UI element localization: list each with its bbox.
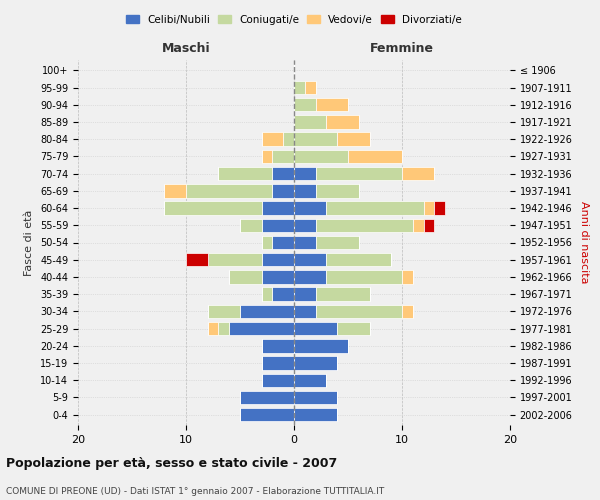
Bar bbox=[262, 202, 294, 215]
Bar bbox=[294, 288, 316, 301]
Bar bbox=[272, 184, 294, 198]
Bar bbox=[294, 132, 337, 146]
Bar bbox=[316, 98, 348, 112]
Bar bbox=[294, 236, 316, 249]
Bar bbox=[218, 167, 272, 180]
Bar bbox=[294, 374, 326, 387]
Bar bbox=[164, 202, 262, 215]
Text: Femmine: Femmine bbox=[370, 42, 434, 55]
Bar bbox=[294, 150, 348, 163]
Bar bbox=[402, 304, 413, 318]
Bar bbox=[294, 322, 337, 336]
Bar bbox=[294, 339, 348, 352]
Y-axis label: Fasce di età: Fasce di età bbox=[25, 210, 34, 276]
Bar bbox=[208, 304, 240, 318]
Bar bbox=[262, 150, 272, 163]
Bar bbox=[294, 218, 316, 232]
Bar bbox=[316, 167, 402, 180]
Bar bbox=[186, 253, 208, 266]
Bar bbox=[294, 270, 326, 283]
Bar bbox=[337, 322, 370, 336]
Bar bbox=[240, 304, 294, 318]
Bar bbox=[424, 218, 434, 232]
Bar bbox=[218, 322, 229, 336]
Bar bbox=[208, 253, 262, 266]
Bar bbox=[294, 202, 326, 215]
Bar bbox=[326, 270, 402, 283]
Text: Popolazione per età, sesso e stato civile - 2007: Popolazione per età, sesso e stato civil… bbox=[6, 458, 337, 470]
Bar bbox=[305, 81, 316, 94]
Bar bbox=[326, 253, 391, 266]
Bar bbox=[262, 218, 294, 232]
Bar bbox=[316, 218, 413, 232]
Text: Maschi: Maschi bbox=[161, 42, 211, 55]
Bar bbox=[424, 202, 434, 215]
Legend: Celibi/Nubili, Coniugati/e, Vedovi/e, Divorziati/e: Celibi/Nubili, Coniugati/e, Vedovi/e, Di… bbox=[122, 10, 466, 29]
Bar bbox=[316, 184, 359, 198]
Bar bbox=[262, 270, 294, 283]
Bar bbox=[294, 98, 316, 112]
Bar bbox=[294, 184, 316, 198]
Bar bbox=[272, 288, 294, 301]
Bar bbox=[316, 236, 359, 249]
Bar bbox=[294, 408, 337, 422]
Bar bbox=[164, 184, 186, 198]
Bar bbox=[434, 202, 445, 215]
Bar bbox=[240, 218, 262, 232]
Bar bbox=[272, 236, 294, 249]
Bar bbox=[294, 167, 316, 180]
Bar bbox=[326, 116, 359, 128]
Bar bbox=[272, 167, 294, 180]
Bar bbox=[262, 288, 272, 301]
Bar bbox=[240, 408, 294, 422]
Bar bbox=[294, 81, 305, 94]
Bar bbox=[294, 304, 316, 318]
Bar bbox=[229, 270, 262, 283]
Bar bbox=[326, 202, 424, 215]
Bar bbox=[294, 116, 326, 128]
Bar bbox=[208, 322, 218, 336]
Bar bbox=[294, 253, 326, 266]
Bar bbox=[229, 322, 294, 336]
Bar bbox=[316, 304, 402, 318]
Y-axis label: Anni di nascita: Anni di nascita bbox=[579, 201, 589, 284]
Bar bbox=[262, 374, 294, 387]
Bar bbox=[262, 132, 283, 146]
Bar bbox=[413, 218, 424, 232]
Text: COMUNE DI PREONE (UD) - Dati ISTAT 1° gennaio 2007 - Elaborazione TUTTITALIA.IT: COMUNE DI PREONE (UD) - Dati ISTAT 1° ge… bbox=[6, 488, 384, 496]
Bar bbox=[402, 167, 434, 180]
Bar bbox=[262, 236, 272, 249]
Bar bbox=[262, 253, 294, 266]
Bar bbox=[262, 356, 294, 370]
Bar bbox=[272, 150, 294, 163]
Bar bbox=[316, 288, 370, 301]
Bar bbox=[337, 132, 370, 146]
Bar bbox=[402, 270, 413, 283]
Bar bbox=[240, 390, 294, 404]
Bar bbox=[186, 184, 272, 198]
Bar bbox=[294, 390, 337, 404]
Bar bbox=[294, 356, 337, 370]
Bar bbox=[283, 132, 294, 146]
Bar bbox=[348, 150, 402, 163]
Bar bbox=[262, 339, 294, 352]
